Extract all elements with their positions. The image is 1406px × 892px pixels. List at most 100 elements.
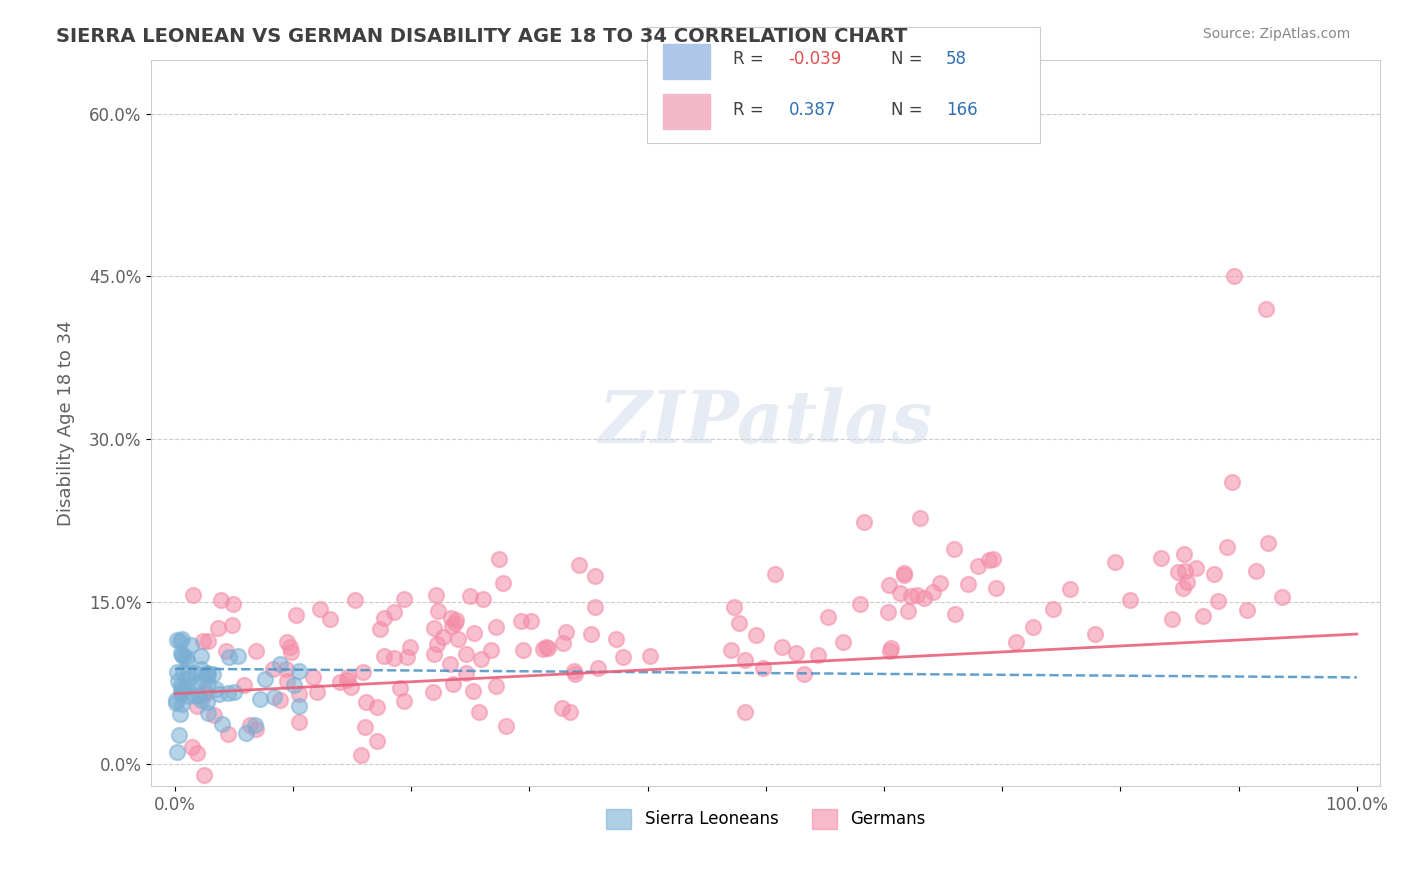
Point (519, 614, 541, 628)
Point (456, 665, 478, 680)
Point (167, 674, 190, 689)
Point (243, 718, 266, 732)
Point (392, 694, 415, 708)
Point (879, 640, 901, 655)
Point (284, 607, 307, 622)
Point (1271, 590, 1294, 604)
Point (186, 746, 208, 760)
Point (440, 611, 463, 625)
Point (479, 643, 502, 657)
Point (222, 685, 245, 699)
Text: 58: 58 (946, 50, 967, 68)
Point (319, 612, 342, 626)
Point (269, 657, 291, 672)
Point (807, 648, 830, 663)
Point (373, 649, 395, 664)
Point (579, 627, 602, 641)
Point (1236, 603, 1258, 617)
Y-axis label: Disability Age 18 to 34: Disability Age 18 to 34 (58, 320, 75, 525)
Point (263, 662, 285, 676)
Point (366, 700, 388, 714)
Point (943, 541, 966, 556)
Point (288, 664, 311, 678)
Point (190, 649, 212, 664)
Point (382, 651, 405, 665)
Point (350, 748, 373, 763)
Point (396, 649, 419, 664)
Point (366, 734, 388, 748)
Point (190, 662, 212, 676)
Point (564, 667, 586, 681)
Point (177, 665, 200, 680)
Point (287, 699, 309, 714)
Text: N =: N = (891, 50, 928, 68)
Point (817, 610, 839, 624)
Point (1202, 567, 1225, 582)
Point (640, 648, 662, 663)
Point (215, 644, 238, 658)
Point (194, 687, 217, 701)
Point (232, 678, 254, 692)
Point (1216, 541, 1239, 555)
Point (172, 681, 194, 695)
Point (172, 682, 194, 697)
Point (217, 727, 239, 741)
Point (226, 649, 249, 664)
Point (177, 673, 200, 687)
Point (170, 646, 193, 660)
Point (283, 678, 305, 692)
Point (382, 605, 405, 619)
Point (763, 566, 786, 581)
Point (979, 553, 1001, 567)
Point (180, 638, 202, 652)
Point (167, 728, 190, 742)
Legend: Sierra Leoneans, Germans: Sierra Leoneans, Germans (599, 802, 932, 836)
Point (181, 739, 204, 754)
Point (439, 657, 461, 672)
Point (893, 567, 915, 582)
Point (562, 664, 585, 678)
Point (912, 591, 935, 606)
Point (354, 720, 377, 734)
Point (352, 665, 374, 679)
Point (336, 670, 359, 684)
Point (186, 698, 208, 713)
Point (456, 647, 478, 661)
Point (984, 581, 1007, 595)
Point (165, 696, 187, 710)
Point (889, 586, 911, 600)
Point (1161, 611, 1184, 625)
Point (422, 685, 444, 699)
Point (177, 690, 200, 704)
Point (734, 705, 756, 719)
Point (344, 593, 367, 607)
Point (900, 590, 922, 604)
Point (172, 649, 194, 664)
Point (181, 588, 204, 602)
Point (554, 624, 576, 639)
Point (245, 722, 267, 736)
Text: ZIPatlas: ZIPatlas (599, 387, 934, 458)
Point (720, 643, 742, 657)
Point (1185, 561, 1208, 575)
Point (197, 634, 219, 648)
Point (165, 692, 187, 706)
Point (512, 642, 534, 657)
Point (586, 661, 609, 675)
Text: -0.039: -0.039 (789, 50, 842, 68)
Point (728, 615, 751, 630)
Point (269, 692, 291, 706)
Point (1206, 594, 1229, 608)
Point (444, 615, 467, 630)
Point (278, 640, 301, 654)
Point (510, 615, 533, 629)
Point (245, 643, 267, 657)
Point (1150, 551, 1173, 566)
Point (553, 635, 575, 649)
Point (1244, 564, 1267, 578)
Point (218, 649, 240, 664)
Text: R =: R = (734, 102, 769, 120)
Point (207, 687, 229, 701)
Point (785, 646, 807, 660)
Point (197, 667, 219, 681)
